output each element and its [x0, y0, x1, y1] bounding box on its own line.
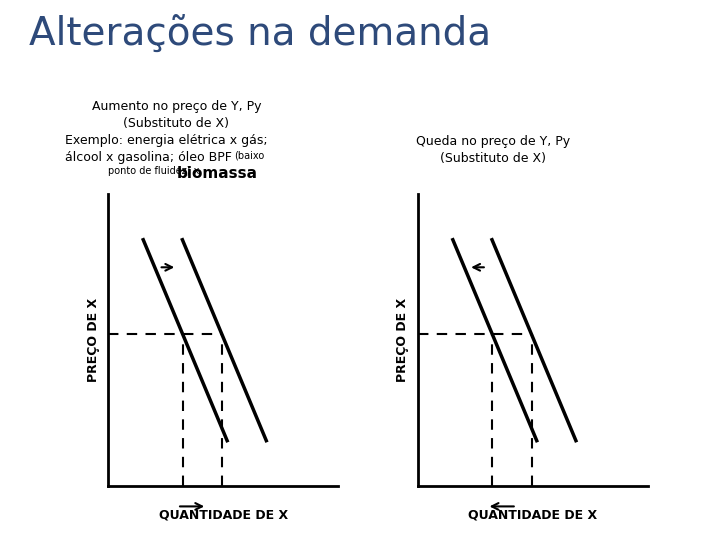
Text: (Substituto de X): (Substituto de X)	[440, 152, 546, 165]
Text: (Substituto de X): (Substituto de X)	[123, 117, 230, 130]
X-axis label: QUANTIDADE DE X: QUANTIDADE DE X	[158, 508, 288, 521]
Y-axis label: PREÇO DE X: PREÇO DE X	[396, 298, 409, 382]
Text: álcool x gasolina; óleo BPF: álcool x gasolina; óleo BPF	[65, 151, 232, 164]
Y-axis label: PREÇO DE X: PREÇO DE X	[86, 298, 99, 382]
Text: Alterações na demanda: Alterações na demanda	[29, 16, 491, 55]
Text: Aumento no preço de Y, Py: Aumento no preço de Y, Py	[91, 100, 261, 113]
Text: Queda no preço de Y, Py: Queda no preço de Y, Py	[416, 135, 570, 148]
Text: Exemplo: energia elétrica x gás;: Exemplo: energia elétrica x gás;	[65, 134, 267, 147]
Text: biomassa: biomassa	[176, 166, 258, 181]
Text: (baixo: (baixo	[234, 150, 264, 160]
Text: ponto de fluidez) x: ponto de fluidez) x	[108, 166, 202, 176]
X-axis label: QUANTIDADE DE X: QUANTIDADE DE X	[468, 508, 598, 521]
